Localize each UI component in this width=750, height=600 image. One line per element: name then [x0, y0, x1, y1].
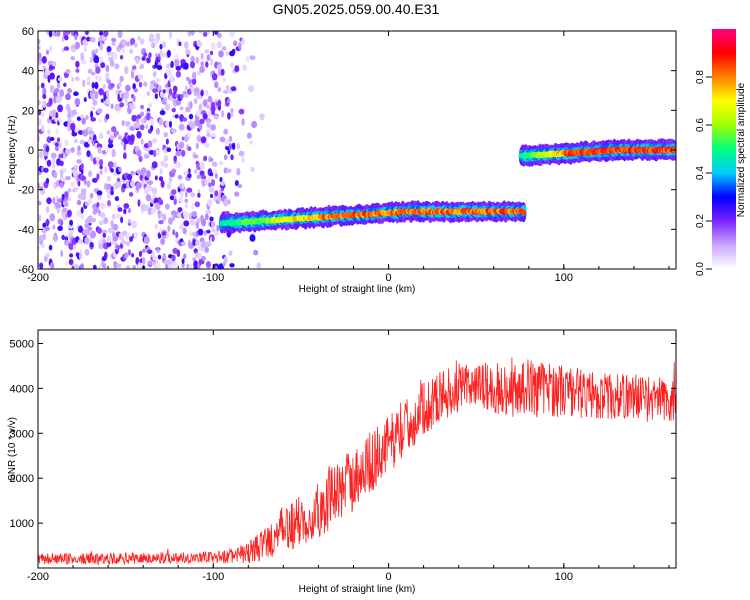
colorbar: 0.0 0.2 0.4 0.6 0.8 Normalized spectral ampl…: [695, 29, 747, 276]
snr-y-axis: 5000 4000 3000 2000 1000: [10, 338, 676, 530]
colorbar-tick-label: 0.8: [695, 70, 706, 84]
chart-title: GN05.2025.059.00.40.E31: [273, 1, 440, 17]
x-tick-label: 0: [385, 571, 391, 583]
heatmap-feature-2: [219, 200, 527, 235]
y-tick-label: 5000: [10, 338, 34, 350]
snr-y-label: SNR (10 * v/v): [7, 417, 18, 481]
y-tick-label: 60: [22, 26, 34, 38]
y-tick-label: -40: [18, 224, 34, 236]
y-tick-label: 3000: [10, 428, 34, 440]
snr-frame: [37, 329, 677, 569]
snr-line-1: [38, 357, 676, 566]
snr-x-axis: -200 -100 0 100: [27, 330, 670, 583]
spectrogram-heatmap: [38, 31, 676, 269]
y-tick-label: -60: [18, 264, 34, 276]
y-tick-label: 1000: [10, 518, 34, 530]
x-tick-label: -100: [202, 571, 224, 583]
heatmap-feature-1: [38, 31, 265, 269]
spectrogram-x-axis: -200 -100 0 100: [27, 31, 670, 284]
spectrogram-x-label: Height of straight line (km): [299, 284, 416, 295]
snr-series: [38, 357, 676, 566]
colorbar-tick-label: 0.0: [695, 262, 706, 276]
colorbar-tick-label: 0.6: [695, 118, 706, 132]
x-tick-label: -100: [202, 272, 224, 284]
spectrogram-panel: 60 40 20 0 -20 -40 -60 -200 -100 0 100 Height of …: [7, 26, 677, 295]
colorbar-tick-label: 0.4: [695, 166, 706, 180]
colorbar-ticks: 0.0 0.2 0.4 0.6 0.8: [695, 70, 712, 276]
x-tick-label: -200: [27, 272, 49, 284]
y-tick-label: 0: [28, 145, 34, 157]
y-tick-label: 2000: [10, 473, 34, 485]
snr-panel: 5000 4000 3000 2000 1000 -200 -100 0 100 Height…: [7, 329, 677, 595]
colorbar-gradient: [712, 29, 736, 269]
x-tick-label: -200: [27, 571, 49, 583]
colorbar-tick-label: 0.2: [695, 214, 706, 228]
y-tick-label: 40: [22, 66, 34, 78]
snr-x-label: Height of straight line (km): [299, 584, 416, 595]
x-tick-label: 0: [385, 272, 391, 284]
colorbar-label: Normalized spectral amplitude: [736, 82, 747, 217]
y-tick-label: -20: [18, 185, 34, 197]
spectrogram-y-axis: 60 40 20 0 -20 -40 -60: [18, 26, 676, 276]
x-tick-label: 100: [555, 272, 573, 284]
y-tick-label: 4000: [10, 383, 34, 395]
x-tick-label: 100: [555, 571, 573, 583]
spectrogram-y-label: Frequency (Hz): [7, 116, 18, 185]
heatmap-feature-3: [518, 138, 676, 167]
y-tick-label: 20: [22, 105, 34, 117]
